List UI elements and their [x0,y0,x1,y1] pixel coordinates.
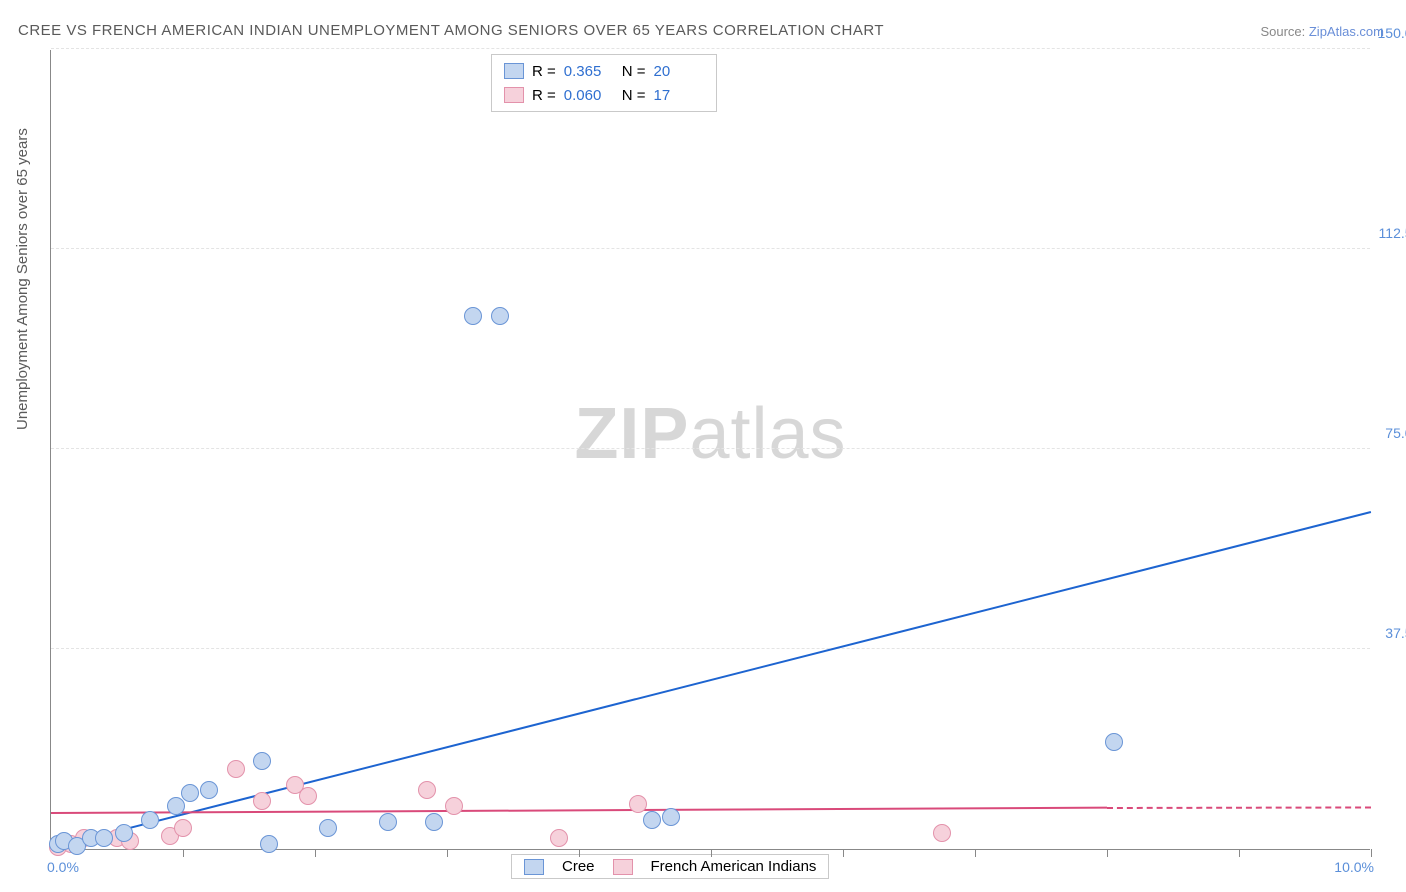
cree-r-value: 0.365 [564,63,614,80]
watermark-bold: ZIP [574,394,689,474]
data-point-cree [464,307,482,325]
data-point-french [299,787,317,805]
chart-title: CREE VS FRENCH AMERICAN INDIAN UNEMPLOYM… [18,22,884,39]
data-point-cree [200,781,218,799]
data-point-french [227,760,245,778]
y-tick-label: 150.0% [1375,25,1406,41]
x-axis-max-label: 10.0% [1334,859,1374,875]
data-point-french [418,781,436,799]
r-label: R = [532,63,556,80]
trend-line-extrapolated [1107,806,1371,809]
data-point-cree [491,307,509,325]
data-point-cree [253,752,271,770]
trend-line [51,511,1371,849]
x-tick [1371,849,1372,857]
data-point-french [933,824,951,842]
data-point-french [629,795,647,813]
legend-label-french: French American Indians [651,858,817,875]
swatch-french [504,87,524,103]
data-point-cree [95,829,113,847]
data-point-cree [319,819,337,837]
swatch-cree [524,859,544,875]
correlation-legend: R = 0.365 N = 20 R = 0.060 N = 17 [491,54,717,112]
data-point-cree [662,808,680,826]
plot-area: ZIPatlas R = 0.365 N = 20 R = 0.060 N = … [50,50,1370,850]
french-n-value: 17 [654,87,704,104]
legend-label-cree: Cree [562,858,595,875]
data-point-french [174,819,192,837]
swatch-french [613,859,633,875]
y-tick-label: 75.0% [1375,425,1406,441]
data-point-cree [643,811,661,829]
source-link[interactable]: ZipAtlas.com [1309,24,1384,39]
x-axis-origin-label: 0.0% [47,859,79,875]
x-tick [843,849,844,857]
y-axis-label: Unemployment Among Seniors over 65 years [14,128,31,430]
data-point-cree [181,784,199,802]
gridline [51,448,1370,449]
data-point-french [253,792,271,810]
r-label: R = [532,87,556,104]
data-point-cree [167,797,185,815]
data-point-cree [141,811,159,829]
n-label: N = [622,63,646,80]
watermark: ZIPatlas [574,393,846,475]
x-tick [183,849,184,857]
source-attribution: Source: ZipAtlas.com [1260,24,1384,39]
x-tick [975,849,976,857]
data-point-french [445,797,463,815]
gridline [51,248,1370,249]
y-tick-label: 112.5% [1375,225,1406,241]
x-tick [447,849,448,857]
watermark-rest: atlas [689,394,846,474]
swatch-cree [504,63,524,79]
data-point-cree [260,835,278,853]
series-legend: Cree French American Indians [511,854,829,879]
n-label: N = [622,87,646,104]
gridline [51,48,1370,49]
data-point-cree [379,813,397,831]
legend-row-french: R = 0.060 N = 17 [504,83,704,107]
x-tick [315,849,316,857]
cree-n-value: 20 [654,63,704,80]
x-tick [1239,849,1240,857]
x-tick [711,849,712,857]
source-prefix: Source: [1260,24,1308,39]
x-tick [579,849,580,857]
gridline [51,648,1370,649]
legend-row-cree: R = 0.365 N = 20 [504,59,704,83]
x-tick [1107,849,1108,857]
french-r-value: 0.060 [564,87,614,104]
y-tick-label: 37.5% [1375,625,1406,641]
data-point-french [550,829,568,847]
data-point-cree [115,824,133,842]
data-point-cree [1105,733,1123,751]
data-point-cree [425,813,443,831]
